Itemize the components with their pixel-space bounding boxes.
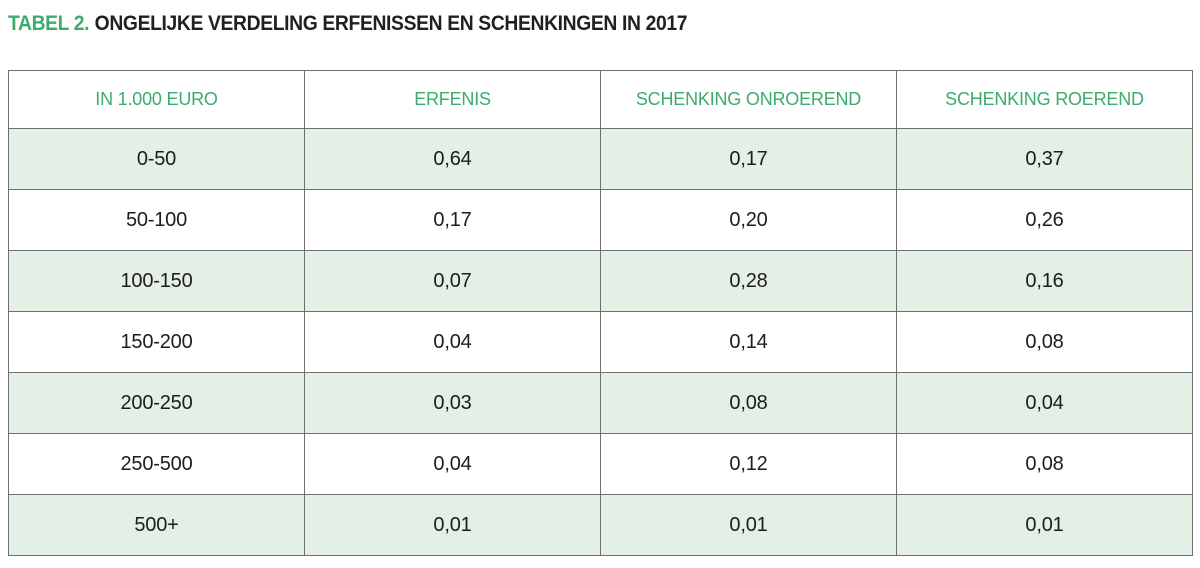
row-label: 250-500	[8, 433, 305, 495]
cell-value: 0,17	[600, 128, 897, 190]
cell-value: 0,64	[304, 128, 601, 190]
cell-value: 0,04	[896, 372, 1193, 434]
cell-value: 0,12	[600, 433, 897, 495]
cell-value: 0,17	[304, 189, 601, 251]
cell-value: 0,04	[304, 311, 601, 373]
cell-value: 0,14	[600, 311, 897, 373]
cell-value: 0,04	[304, 433, 601, 495]
header-cell-erfenis: ERFENIS	[304, 70, 601, 129]
cell-value: 0,28	[600, 250, 897, 312]
table-row: 500+ 0,01 0,01 0,01	[8, 494, 1193, 556]
cell-value: 0,01	[896, 494, 1193, 556]
cell-value: 0,37	[896, 128, 1193, 190]
table-body: 0-50 0,64 0,17 0,37 50-100 0,17 0,20 0,2…	[8, 128, 1193, 556]
cell-value: 0,01	[600, 494, 897, 556]
cell-value: 0,08	[896, 311, 1193, 373]
cell-value: 0,07	[304, 250, 601, 312]
row-label: 150-200	[8, 311, 305, 373]
cell-value: 0,20	[600, 189, 897, 251]
cell-value: 0,08	[600, 372, 897, 434]
cell-value: 0,08	[896, 433, 1193, 495]
data-table: IN 1.000 EURO ERFENIS SCHENKING ONROEREN…	[8, 70, 1193, 556]
row-label: 100-150	[8, 250, 305, 312]
table-row: 50-100 0,17 0,20 0,26	[8, 189, 1193, 251]
table-caption: TABEL 2. ONGELIJKE VERDELING ERFENISSEN E…	[8, 12, 687, 36]
row-label: 200-250	[8, 372, 305, 434]
table-row: 150-200 0,04 0,14 0,08	[8, 311, 1193, 373]
table-row: 250-500 0,04 0,12 0,08	[8, 433, 1193, 495]
cell-value: 0,03	[304, 372, 601, 434]
header-cell-range: IN 1.000 EURO	[8, 70, 305, 129]
header-cell-schenking-roerend: SCHENKING ROEREND	[896, 70, 1193, 129]
table-row: 100-150 0,07 0,28 0,16	[8, 250, 1193, 312]
cell-value: 0,01	[304, 494, 601, 556]
cell-value: 0,16	[896, 250, 1193, 312]
cell-value: 0,26	[896, 189, 1193, 251]
row-label: 500+	[8, 494, 305, 556]
table-row: 200-250 0,03 0,08 0,04	[8, 372, 1193, 434]
table-caption-text: ONGELIJKE VERDELING ERFENISSEN EN SCHENK…	[94, 12, 688, 35]
header-row: IN 1.000 EURO ERFENIS SCHENKING ONROEREN…	[8, 70, 1193, 129]
table-row: 0-50 0,64 0,17 0,37	[8, 128, 1193, 190]
header-cell-schenking-onroerend: SCHENKING ONROEREND	[600, 70, 897, 129]
table-caption-number: TABEL 2.	[8, 12, 90, 35]
table-header: IN 1.000 EURO ERFENIS SCHENKING ONROEREN…	[8, 70, 1193, 129]
row-label: 50-100	[8, 189, 305, 251]
row-label: 0-50	[8, 128, 305, 190]
